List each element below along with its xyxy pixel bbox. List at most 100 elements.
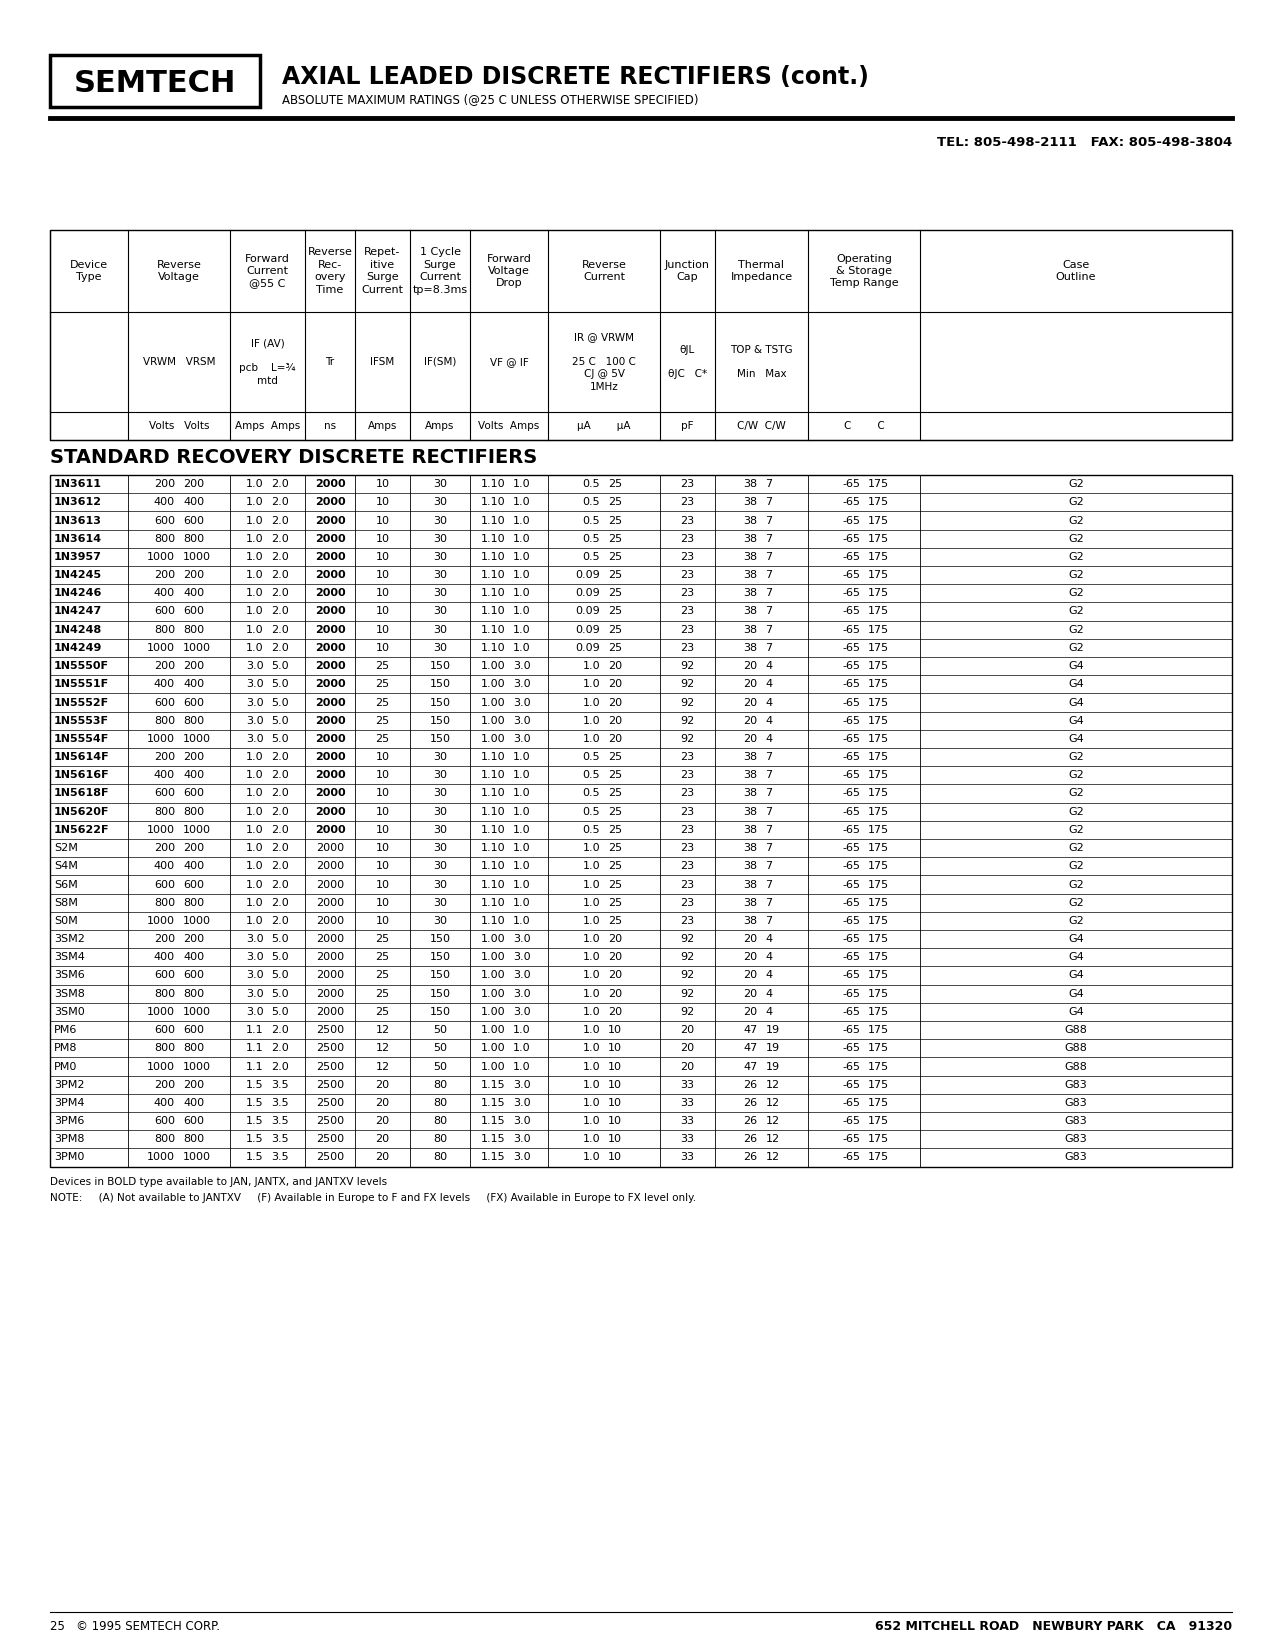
Text: 1N5551F: 1N5551F xyxy=(54,679,109,690)
Text: 5.0: 5.0 xyxy=(272,971,290,981)
Text: 23: 23 xyxy=(681,916,695,926)
Text: 30: 30 xyxy=(433,771,447,781)
Text: 25: 25 xyxy=(608,753,622,763)
Text: 12: 12 xyxy=(765,1134,779,1144)
Text: 0.5: 0.5 xyxy=(582,479,600,489)
Text: 1N5554F: 1N5554F xyxy=(54,735,109,745)
Text: 20: 20 xyxy=(744,715,758,726)
Text: 1N3614: 1N3614 xyxy=(54,533,103,543)
Text: 5.0: 5.0 xyxy=(272,953,290,963)
Text: 200: 200 xyxy=(183,570,204,580)
Text: 1.00: 1.00 xyxy=(481,971,505,981)
Text: 2000: 2000 xyxy=(314,715,345,726)
Text: 20: 20 xyxy=(608,934,622,944)
Text: 150: 150 xyxy=(429,989,450,999)
Text: 600: 600 xyxy=(154,971,176,981)
Text: 2.0: 2.0 xyxy=(272,807,290,817)
Text: 3.0: 3.0 xyxy=(246,971,264,981)
Text: -65: -65 xyxy=(842,624,860,634)
Text: 2.0: 2.0 xyxy=(272,826,290,835)
Text: 1.15: 1.15 xyxy=(481,1134,505,1144)
Text: 2.0: 2.0 xyxy=(272,551,290,561)
Text: 0.5: 0.5 xyxy=(582,533,600,543)
Text: 2000: 2000 xyxy=(314,624,345,634)
Text: 200: 200 xyxy=(154,844,176,854)
Text: 175: 175 xyxy=(868,826,890,835)
Text: 2000: 2000 xyxy=(314,606,345,616)
Text: 1.0: 1.0 xyxy=(513,826,531,835)
Text: 2500: 2500 xyxy=(315,1043,344,1053)
Text: 30: 30 xyxy=(433,551,447,561)
Text: 1.0: 1.0 xyxy=(513,570,531,580)
Text: 200: 200 xyxy=(183,479,204,489)
Text: 800: 800 xyxy=(154,533,176,543)
Text: 1N5550F: 1N5550F xyxy=(54,660,109,670)
Text: 1000: 1000 xyxy=(183,642,212,652)
Text: 38: 38 xyxy=(744,771,758,781)
Text: 4: 4 xyxy=(765,989,773,999)
Text: 3.0: 3.0 xyxy=(513,971,531,981)
Text: 1N5553F: 1N5553F xyxy=(54,715,109,726)
Text: -65: -65 xyxy=(842,479,860,489)
Text: 25: 25 xyxy=(608,789,622,799)
Text: 25: 25 xyxy=(608,515,622,525)
Text: 3SM6: 3SM6 xyxy=(54,971,85,981)
Text: 175: 175 xyxy=(868,1007,890,1017)
Text: 175: 175 xyxy=(868,715,890,726)
Text: 1N3957: 1N3957 xyxy=(54,551,101,561)
Text: 175: 175 xyxy=(868,533,890,543)
Text: 175: 175 xyxy=(868,934,890,944)
Text: 3PM2: 3PM2 xyxy=(54,1080,85,1090)
Text: 25: 25 xyxy=(608,807,622,817)
Text: 5.0: 5.0 xyxy=(272,989,290,999)
Text: ns: ns xyxy=(324,421,336,431)
Text: 150: 150 xyxy=(429,953,450,963)
Text: 25: 25 xyxy=(608,624,622,634)
Text: G2: G2 xyxy=(1068,862,1083,872)
Text: 600: 600 xyxy=(154,1025,176,1035)
Text: 175: 175 xyxy=(868,697,890,708)
Text: -65: -65 xyxy=(842,606,860,616)
Text: G2: G2 xyxy=(1068,551,1083,561)
Text: 30: 30 xyxy=(433,844,447,854)
Text: 1N3612: 1N3612 xyxy=(54,497,103,507)
Text: G4: G4 xyxy=(1068,660,1083,670)
Text: 1.0: 1.0 xyxy=(582,660,600,670)
Text: 10: 10 xyxy=(608,1116,622,1126)
Text: 1N4248: 1N4248 xyxy=(54,624,103,634)
Text: 25: 25 xyxy=(608,880,622,890)
Text: 1.10: 1.10 xyxy=(481,624,505,634)
Text: 1.00: 1.00 xyxy=(481,679,505,690)
Text: 1000: 1000 xyxy=(147,826,176,835)
Text: 1N4246: 1N4246 xyxy=(54,588,103,598)
Text: 10: 10 xyxy=(376,606,390,616)
Text: 1.00: 1.00 xyxy=(481,934,505,944)
Text: 26: 26 xyxy=(744,1134,758,1144)
Text: 1.0: 1.0 xyxy=(513,1025,531,1035)
Text: G2: G2 xyxy=(1068,916,1083,926)
Text: 1.10: 1.10 xyxy=(481,551,505,561)
Text: 10: 10 xyxy=(376,570,390,580)
Text: 38: 38 xyxy=(744,807,758,817)
Text: 2500: 2500 xyxy=(315,1025,344,1035)
Text: 12: 12 xyxy=(376,1043,390,1053)
Text: 2000: 2000 xyxy=(315,844,344,854)
Text: G2: G2 xyxy=(1068,570,1083,580)
Text: 23: 23 xyxy=(681,588,695,598)
Text: 5.0: 5.0 xyxy=(272,735,290,745)
Text: Volts  Amps: Volts Amps xyxy=(478,421,540,431)
Text: 10: 10 xyxy=(376,533,390,543)
Text: -65: -65 xyxy=(842,807,860,817)
Text: 20: 20 xyxy=(608,660,622,670)
Text: 1.0: 1.0 xyxy=(513,588,531,598)
Text: G4: G4 xyxy=(1068,697,1083,708)
Text: -65: -65 xyxy=(842,1134,860,1144)
Text: 23: 23 xyxy=(681,515,695,525)
Text: 26: 26 xyxy=(744,1098,758,1108)
Text: 1.10: 1.10 xyxy=(481,588,505,598)
Text: 400: 400 xyxy=(183,862,204,872)
Text: 175: 175 xyxy=(868,479,890,489)
Text: 3.0: 3.0 xyxy=(513,715,531,726)
Text: 3SM8: 3SM8 xyxy=(54,989,85,999)
Text: 7: 7 xyxy=(765,515,773,525)
